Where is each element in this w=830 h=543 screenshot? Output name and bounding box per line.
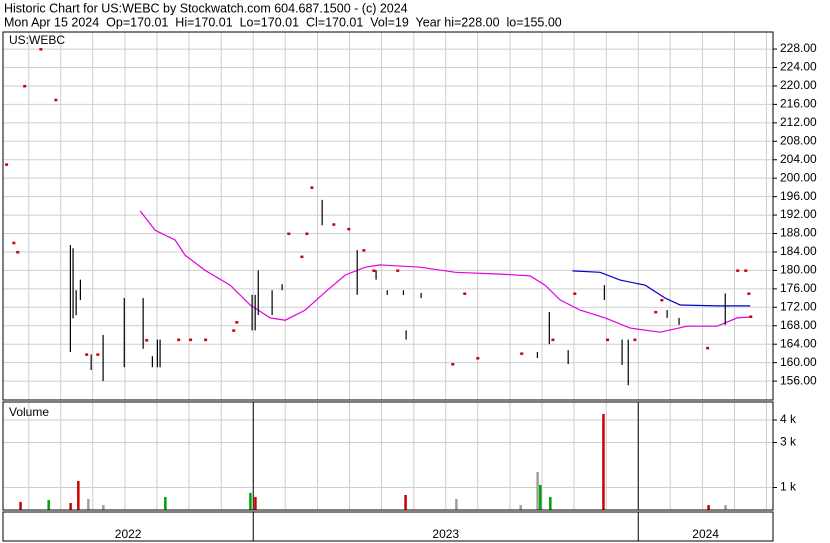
price-dot (189, 338, 193, 342)
panel (3, 32, 773, 400)
volume-bar (47, 500, 50, 510)
y-tick-label: 1 k (780, 480, 797, 494)
volume-label: Volume (9, 405, 49, 419)
y-tick-label: 160.00 (780, 355, 817, 369)
price-dot (463, 292, 467, 295)
price-dot (300, 255, 304, 259)
volume-bar (19, 501, 22, 510)
price-dot (23, 84, 27, 88)
volume-bar (707, 505, 710, 510)
header-title: Historic Chart for US:WEBC by Stockwatch… (4, 1, 408, 15)
x-tick-label: 2022 (115, 527, 142, 541)
panel-border (2, 31, 774, 401)
price-dot (332, 223, 336, 226)
volume-bar (404, 494, 407, 510)
price-dot (145, 339, 149, 342)
y-tick-label: 220.00 (780, 78, 817, 92)
price-dot (235, 321, 239, 324)
volume-bar (77, 480, 80, 510)
y-tick-label: 188.00 (780, 226, 817, 240)
y-tick-label: 228.00 (780, 41, 817, 55)
price-dot (39, 48, 43, 51)
price-dot (476, 357, 480, 360)
price-dot (204, 338, 208, 342)
volume-bar (164, 496, 167, 510)
price-dot (177, 338, 181, 342)
volume-bar (549, 496, 552, 510)
y-tick-label: 204.00 (780, 152, 817, 166)
price-dot (12, 241, 16, 245)
y-tick-label: 172.00 (780, 299, 817, 313)
y-tick-label: 3 k (780, 435, 797, 449)
price-dot (520, 352, 524, 355)
price-dot (347, 227, 351, 231)
price-dot (551, 338, 555, 342)
price-dot (654, 310, 658, 314)
price-dot (573, 292, 577, 295)
moving-average (572, 270, 751, 307)
y-tick-label: 176.00 (780, 281, 817, 295)
price-dot (362, 249, 366, 252)
price-dot (749, 315, 753, 318)
panel-border (2, 401, 774, 511)
x-tick-label: 2024 (692, 527, 719, 541)
y-tick-label: 208.00 (780, 133, 817, 147)
volume-bar (102, 505, 105, 510)
x-tick-label: 2023 (432, 527, 459, 541)
y-tick-label: 168.00 (780, 318, 817, 332)
price-dot (96, 353, 100, 356)
volume-bar (455, 498, 458, 510)
price-dot (451, 363, 455, 366)
volume-bar (249, 492, 252, 510)
panel (3, 402, 773, 510)
price-dot (54, 98, 58, 102)
price-dot (396, 269, 400, 272)
price-dot (606, 338, 610, 342)
y-tick-label: 192.00 (780, 207, 817, 221)
price-dot (232, 329, 236, 332)
volume-bar (602, 413, 605, 510)
price-dot (305, 232, 309, 236)
moving-average (139, 210, 751, 333)
y-tick-label: 200.00 (780, 170, 817, 184)
price-dot (287, 232, 291, 236)
price-dot (706, 346, 710, 350)
price-dot (747, 292, 751, 295)
price-dot (5, 163, 9, 166)
y-tick-label: 224.00 (780, 60, 817, 74)
volume-bar (724, 505, 727, 510)
price-dot (660, 298, 664, 302)
y-tick-label: 216.00 (780, 97, 817, 111)
price-dot (372, 269, 376, 272)
header-quote: Mon Apr 15 2024 Op=170.01 Hi=170.01 Lo=1… (4, 15, 562, 29)
y-tick-label: 196.00 (780, 189, 817, 203)
symbol-label: US:WEBC (9, 33, 65, 47)
y-tick-label: 212.00 (780, 115, 817, 129)
time-axis (2, 511, 774, 542)
price-dot (85, 353, 89, 356)
y-tick-label: 4 k (780, 412, 797, 426)
volume-bar (87, 498, 90, 510)
volume-bar (69, 503, 72, 510)
y-tick-label: 184.00 (780, 244, 817, 258)
plot-layer: 156.00 160.00 164.00 168.00 172.00 176.00 180.… (2, 31, 817, 542)
price-dot (16, 250, 20, 254)
price-dot (633, 338, 637, 342)
y-tick-label: 180.00 (780, 263, 817, 277)
volume-bar (536, 471, 539, 510)
price-dot (744, 269, 748, 272)
y-tick-label: 156.00 (780, 373, 817, 387)
volume-bar (254, 496, 257, 510)
volume-bar (519, 505, 522, 510)
y-tick-label: 164.00 (780, 336, 817, 350)
volume-bar (539, 485, 542, 510)
price-dot (310, 186, 314, 189)
price-dot (736, 269, 740, 272)
